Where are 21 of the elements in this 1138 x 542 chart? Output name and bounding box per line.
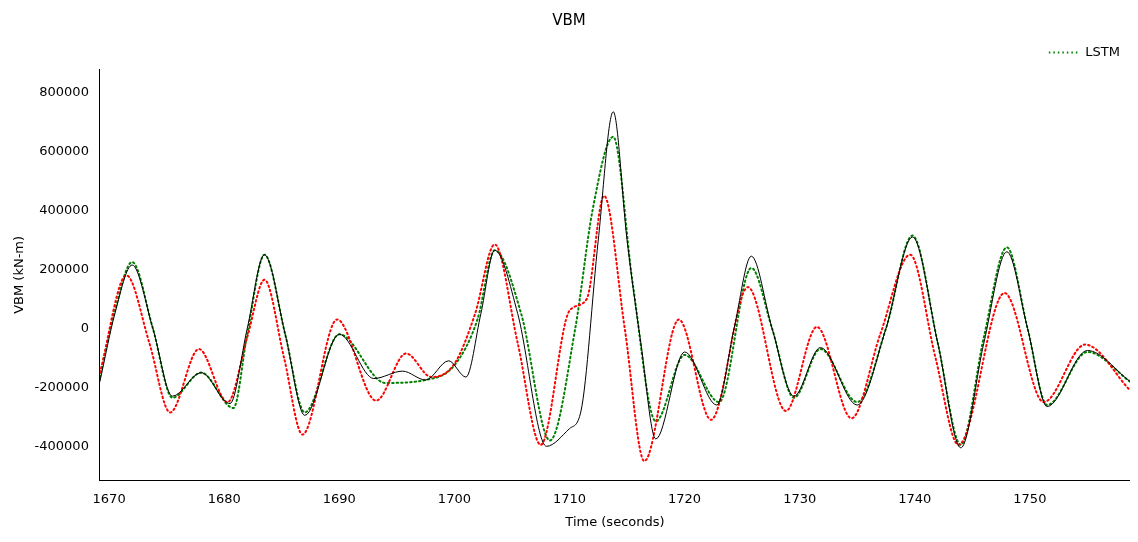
y-tick-label: 600000	[39, 142, 89, 158]
x-tick-label: 1710	[552, 490, 587, 506]
y-tick-label: 0	[80, 319, 89, 335]
x-tick-label: 1690	[322, 490, 356, 506]
y-tick-label: -200000	[34, 378, 89, 394]
x-tick-label: 1700	[437, 490, 471, 506]
y-tick-label: 400000	[39, 201, 89, 217]
legend-label: LSTM	[1085, 43, 1120, 59]
y-tick-label: 200000	[39, 260, 89, 276]
line-series	[99, 194, 1130, 463]
y-tick-label: -400000	[34, 437, 89, 453]
x-tick-label: 1720	[668, 490, 702, 506]
x-tick-label: 1740	[898, 490, 932, 506]
x-tick-label: 1670	[92, 490, 126, 506]
x-tick-label: 1730	[783, 490, 817, 506]
y-axis-title: VBM (kN-m)	[11, 235, 27, 314]
x-tick-label: 1680	[207, 490, 241, 506]
x-axis-title: Time (seconds)	[564, 513, 665, 529]
x-tick-label: 1750	[1013, 490, 1047, 506]
chart-title: VBM	[552, 10, 586, 29]
y-tick-label: 800000	[39, 83, 89, 99]
